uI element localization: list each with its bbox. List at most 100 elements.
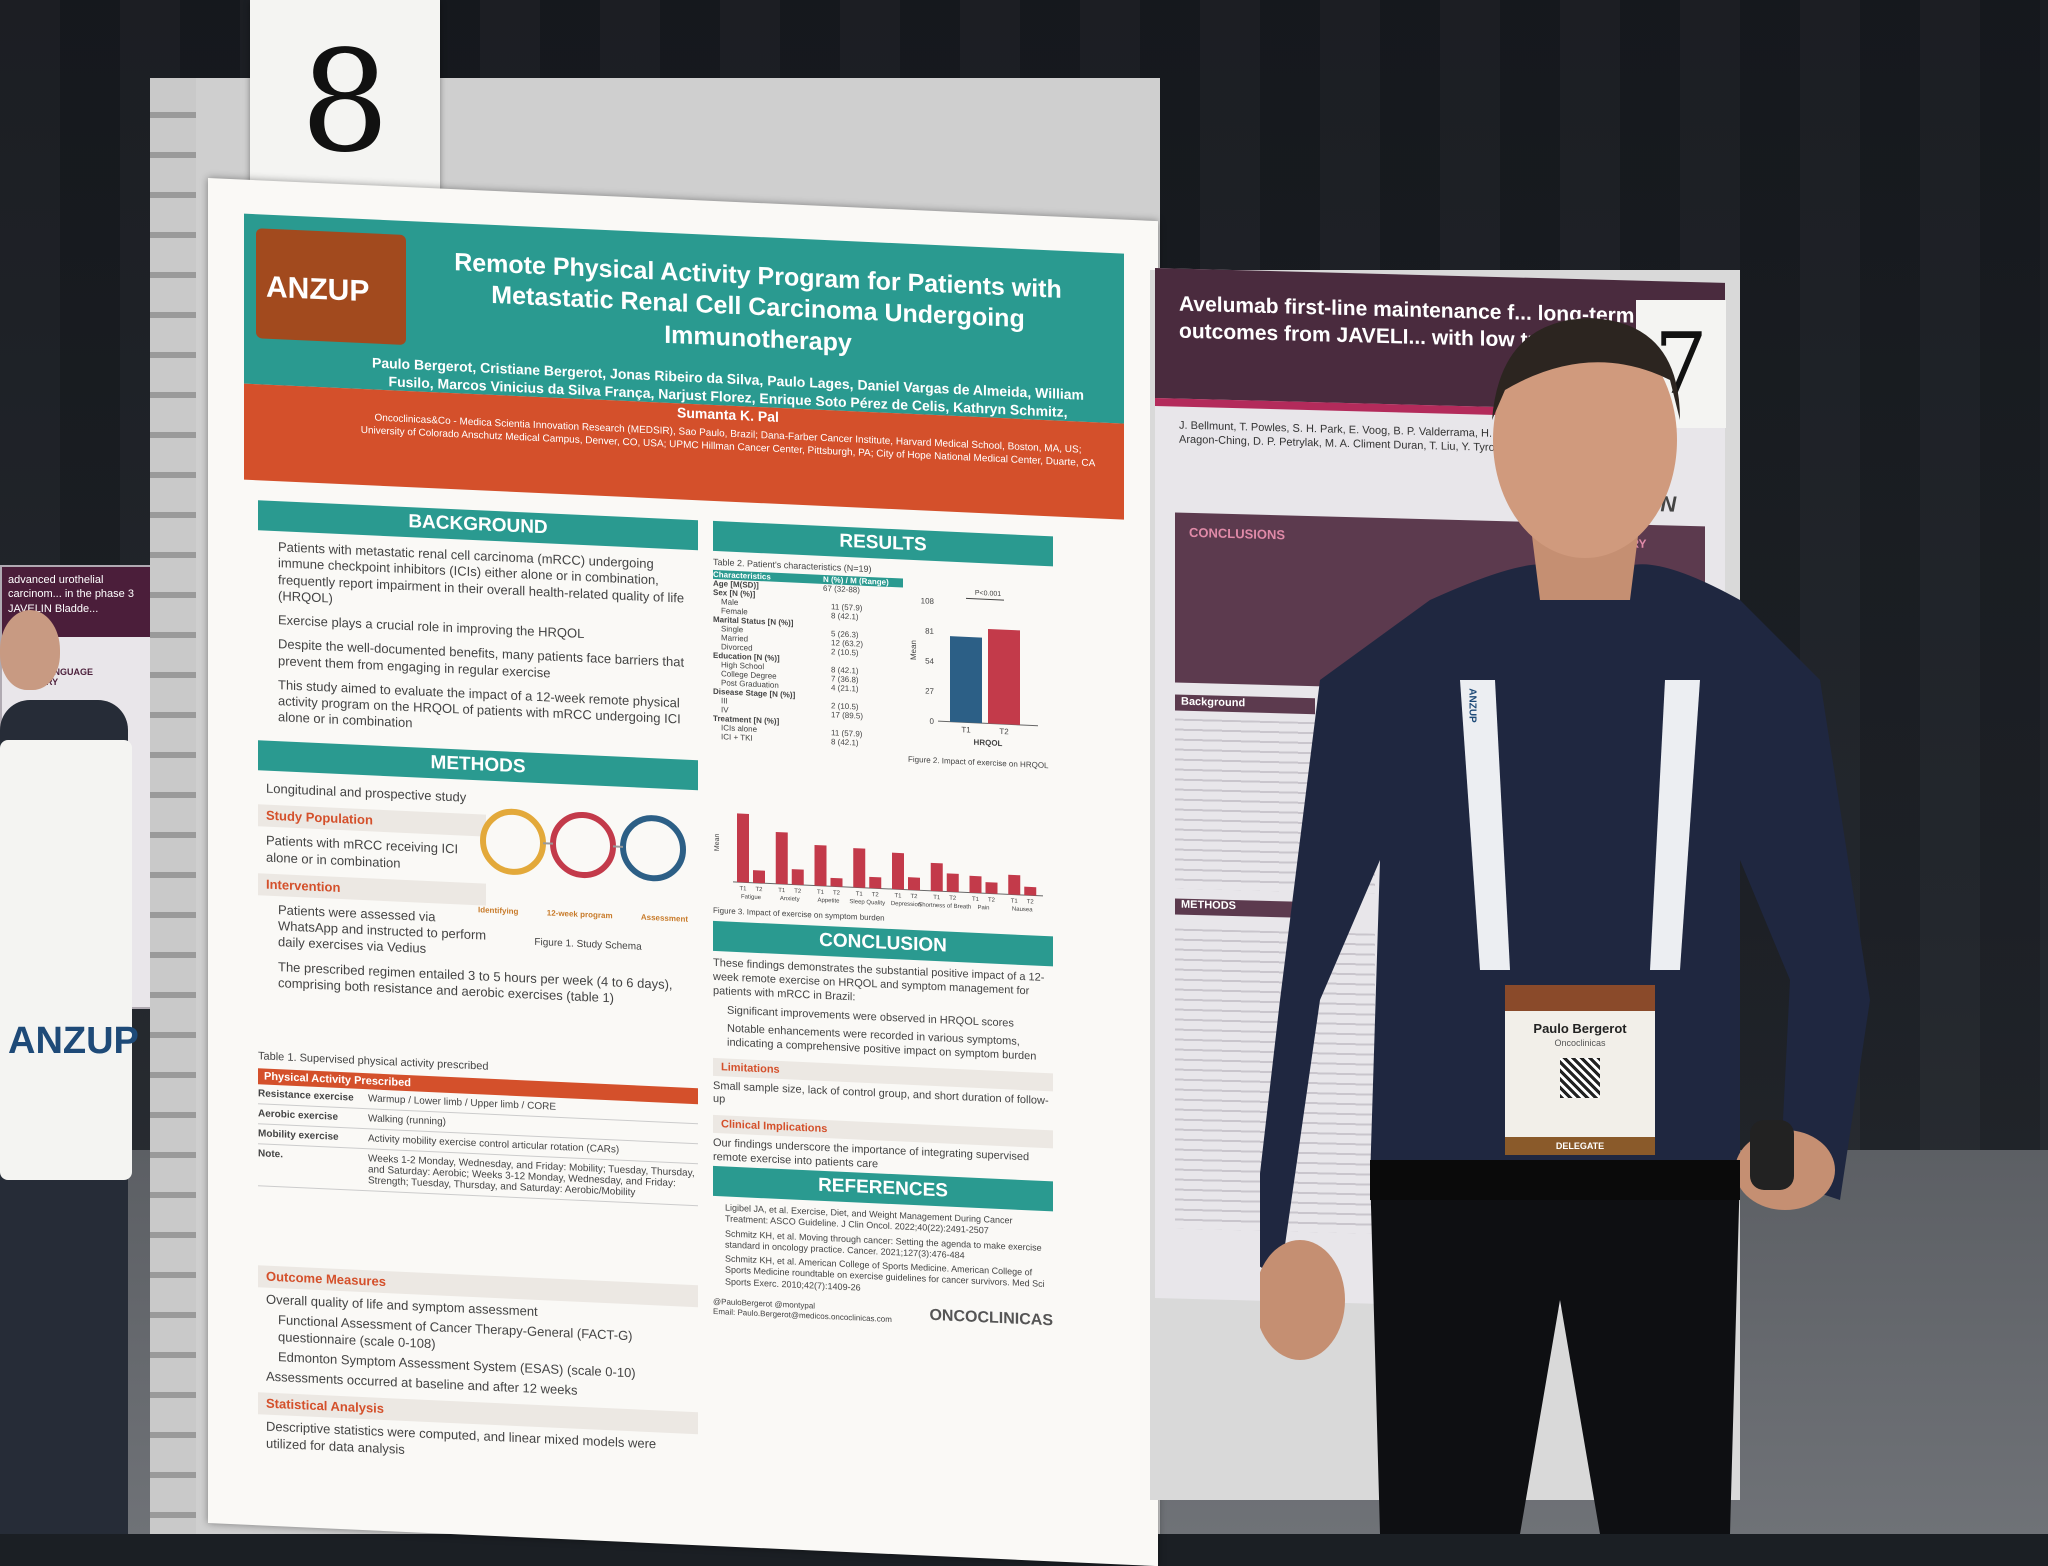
figure3-bar-t1 [892,853,904,890]
board-rail [150,78,196,1534]
badge-qr-code [1560,1058,1600,1098]
figure3-bar-t2 [869,877,881,889]
badge-org: Oncoclinicas [1505,1038,1655,1048]
belt [1370,1160,1740,1200]
figure3-bar-t2 [753,870,765,883]
figure3-bar-t2 [947,873,959,892]
figure3-bar-t1 [776,832,788,884]
figure2: 0 27 54 81 108 T1 T2 HRQOL Mean P<0.001 Figure 2.… [908,570,1058,777]
figure3-y-label: Mean [714,833,721,851]
table1-row-label: Aerobic exercise [258,1108,368,1124]
anzup-logo-text: ANZUP [266,271,369,310]
presenter-left-hand [1260,1240,1345,1360]
assessment-circle [623,817,683,880]
program-circle [553,814,613,877]
figure3-bar-t2 [792,869,804,885]
figure3-tick-t1: T1 [894,893,902,899]
intervention-text: The prescribed regimen entailed 3 to 5 h… [258,958,698,1010]
wristwatch [1750,1120,1794,1190]
figure3-bar-t2 [908,877,920,890]
figure3-category: Shortness of Breath [918,902,971,910]
figure2-y-tick: 81 [925,627,934,636]
figure3-bar-t2 [831,878,843,887]
background-bullet: Patients with metastatic renal cell carc… [258,538,698,623]
background-section: BACKGROUND Patients with metastatic rena… [258,500,698,744]
figure3-tick-t1: T1 [778,888,786,894]
figure2-x-tick: T1 [961,725,971,734]
table1-row-label: Note. [258,1148,368,1186]
badge-name: Paulo Bergerot [1505,1021,1655,1036]
figure3-category: Anxiety [780,896,800,903]
table2-cell-value: 8 (42.1) [831,738,903,750]
figure3-category: Sleep Quality [849,899,885,907]
tote-bag-logo: ANZUP [8,1020,139,1063]
study-population-text: Patients with mRCC receiving ICI alone o… [258,833,486,876]
figure2-bracket [966,598,1004,600]
figure3-tick-t1: T1 [1011,898,1019,904]
study-schema-icons [478,790,698,910]
background-bullet: This study aimed to evaluate the impact … [258,676,698,745]
main-poster: ANZUP Remote Physical Activity Program f… [208,178,1158,1566]
figure3-tick-t1: T1 [817,890,825,896]
badge-header [1505,985,1655,1011]
schema-label-program: 12-week program [547,908,613,920]
figure2-y-label: Mean [909,640,918,660]
figure3-category: Fatigue [741,894,762,901]
conclusion-text: These findings demonstrates the substant… [713,957,1053,1014]
figure3-bar-t1 [970,876,982,893]
identifying-circle [483,810,543,873]
figure2-y-tick: 54 [925,657,934,666]
board-number-8: 8 [300,21,389,184]
bystander-head [0,610,60,690]
conclusion-section: CONCLUSION These findings demonstrates t… [713,921,1053,1180]
figure2-x-label: HRQOL [974,738,1003,748]
figure3-tick-t2: T2 [755,887,763,893]
figure3-tick-t2: T2 [1027,899,1035,905]
figure2-y-tick: 0 [930,717,935,726]
figure3-tick-t2: T2 [988,897,996,903]
figure2-y-tick: 108 [921,596,935,606]
study-schema: Identifying 12-week program Assessment F… [478,790,698,960]
right-poster-background-label: Background [1181,696,1245,710]
figure3-tick-t2: T2 [833,890,841,896]
figure3-tick-t1: T1 [972,897,980,903]
figure2-chart: 0 27 54 81 108 T1 T2 HRQOL Mean P<0.001 [908,570,1058,757]
outcome-section: Outcome Measures Overall quality of life… [258,1265,698,1471]
figure3-bar-t1 [815,845,827,886]
figure3-category: Appetite [817,898,840,905]
figure3-bar-t1 [1008,875,1020,895]
figure3-bar-t2 [986,882,998,894]
delegate-badge: Paulo Bergerot Oncoclinicas DELEGATE [1505,985,1655,1155]
figure3-tick-t2: T2 [794,889,802,895]
badge-role: DELEGATE [1505,1137,1655,1155]
figure2-x-tick: T2 [999,727,1009,736]
presenter [1260,300,1920,1534]
figure3-tick-t2: T2 [949,896,957,902]
methods-design: Longitudinal and prospective study [258,780,486,807]
study-population-label: Study Population [258,805,486,837]
table1: Table 1. Supervised physical activity pr… [258,1050,698,1206]
figure3-category: Pain [977,905,989,912]
intervention-label: Intervention [258,873,486,905]
tote-bag: ANZUP [0,740,132,1180]
figure2-caption: Figure 2. Impact of exercise on HRQOL [908,755,1058,772]
figure3-bar-t1 [931,863,943,892]
figure3-category: Nausea [1012,907,1033,914]
figure3-tick-t1: T1 [856,891,864,897]
table1-row-label: Mobility exercise [258,1128,368,1144]
table1-row-label: Resistance exercise [258,1088,368,1104]
schema-label-identifying: Identifying [478,905,518,916]
lanyard-logo: ANZUP [1467,688,1478,722]
schema-label-assessment: Assessment [641,913,688,924]
figure2-y-tick: 27 [925,687,934,696]
figure3-tick-t2: T2 [910,894,918,900]
references-section: REFERENCES Ligibel JA, et al. Exercise, … [713,1166,1053,1332]
figure3-bar-t1 [737,813,749,882]
figure3-tick-t2: T2 [872,892,880,898]
figure3-category: Depression [891,901,921,908]
board-number-card-8: 8 [250,0,440,204]
intervention-text: Patients were assessed via WhatsApp and … [258,901,488,960]
figure2-annotation: P<0.001 [975,590,1001,598]
